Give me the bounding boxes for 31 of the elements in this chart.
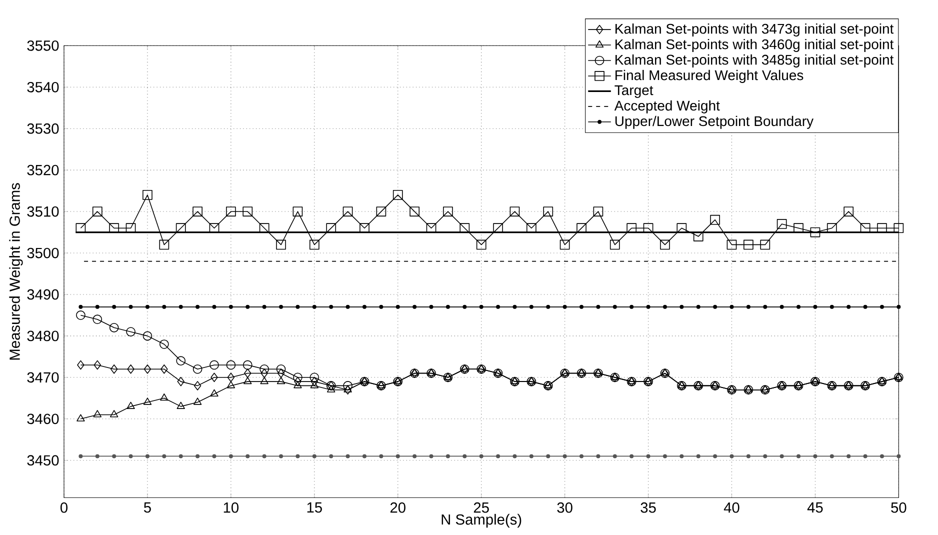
- x-tick-label: 25: [474, 502, 489, 513]
- y-tick-label: 3520: [27, 164, 59, 176]
- y-tick-label: 3550: [27, 40, 59, 51]
- y-tick-label: 3540: [27, 82, 59, 92]
- legend-label: Final Measured Weight Values: [616, 70, 804, 83]
- x-tick-label: 10: [224, 502, 239, 513]
- x-tick-label: 20: [390, 502, 406, 513]
- x-tick-label: 40: [724, 502, 740, 513]
- legend-label: Kalman Set-points with 3460g initial set-point: [616, 38, 894, 52]
- y-tick-label: 3470: [27, 372, 59, 383]
- y-tick-label: 3490: [27, 289, 59, 300]
- y-tick-label: 3450: [27, 455, 59, 466]
- x-tick-label: 30: [557, 502, 572, 513]
- x-tick-label: 35: [640, 502, 656, 513]
- y-tick-label: 3480: [27, 330, 59, 342]
- y-tick-label: 3500: [27, 248, 59, 258]
- y-axis-title: Measured Weight in Grams: [9, 183, 23, 360]
- legend-label: Upper/Lower Setpoint Boundary: [615, 116, 814, 129]
- x-axis-title: N Sample(s): [442, 514, 522, 528]
- x-tick-label: 15: [307, 502, 322, 513]
- y-tick-label: 3530: [27, 123, 59, 134]
- legend-label: Kalman Set-points with 3485g initial set-point: [616, 54, 894, 68]
- legend-label: Target: [614, 85, 654, 98]
- legend-label: Kalman Set-points with 3473g initial set-point: [616, 23, 894, 37]
- x-tick-label: 0: [60, 502, 68, 513]
- x-tick-label: 45: [807, 502, 823, 513]
- y-tick-label: 3510: [27, 206, 59, 217]
- legend-label: Accepted Weight: [614, 100, 720, 114]
- y-tick-label: 3460: [27, 414, 59, 424]
- x-tick-label: 5: [144, 502, 151, 513]
- x-tick-label: 50: [891, 502, 906, 513]
